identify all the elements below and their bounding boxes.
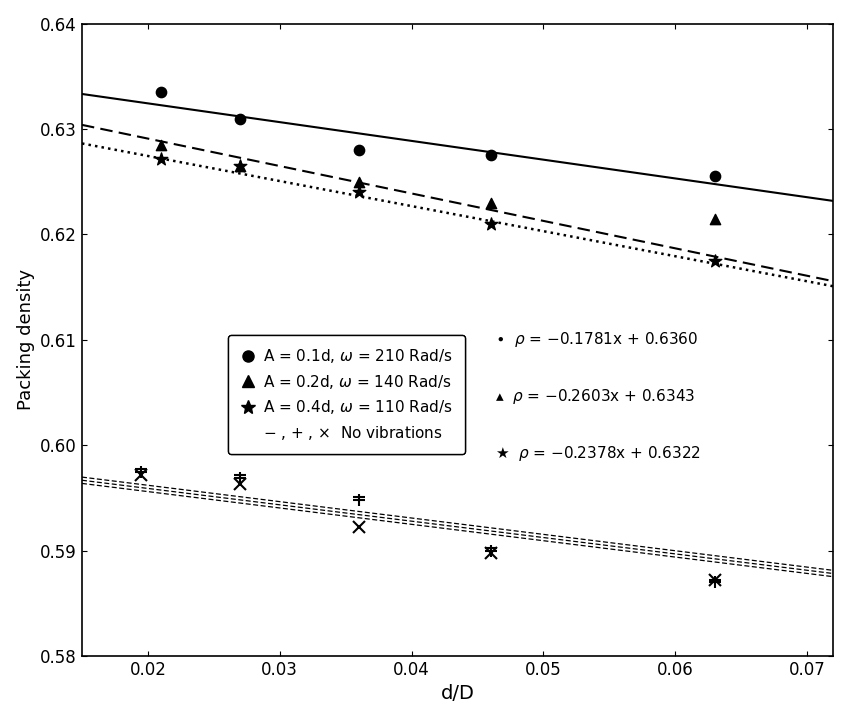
X-axis label: d/D: d/D <box>440 684 474 703</box>
Legend: A = 0.1d, $\omega$ = 210 Rad/s, A = 0.2d, $\omega$ = 140 Rad/s, A = 0.4d, $\omeg: A = 0.1d, $\omega$ = 210 Rad/s, A = 0.2d… <box>228 335 465 454</box>
Point <box>352 144 366 156</box>
Point <box>484 150 497 161</box>
Point <box>708 255 722 266</box>
Text: $\bullet$  $\rho$ = $-$0.1781x + 0.6360: $\bullet$ $\rho$ = $-$0.1781x + 0.6360 <box>496 330 699 349</box>
Point <box>484 218 497 230</box>
Text: $\bigstar$  $\rho$ = $-$0.2378x + 0.6322: $\bigstar$ $\rho$ = $-$0.2378x + 0.6322 <box>496 444 701 463</box>
Point <box>708 213 722 225</box>
Point <box>234 160 247 171</box>
Point <box>708 171 722 182</box>
Point <box>484 197 497 209</box>
Point <box>154 86 167 98</box>
Y-axis label: Packing density: Packing density <box>17 269 35 410</box>
Point <box>234 160 247 171</box>
Point <box>234 113 247 125</box>
Point <box>154 139 167 150</box>
Point <box>352 186 366 198</box>
Text: $\blacktriangle$  $\rho$ = $-$0.2603x + 0.6343: $\blacktriangle$ $\rho$ = $-$0.2603x + 0… <box>496 387 695 406</box>
Point <box>352 176 366 187</box>
Point <box>154 153 167 164</box>
